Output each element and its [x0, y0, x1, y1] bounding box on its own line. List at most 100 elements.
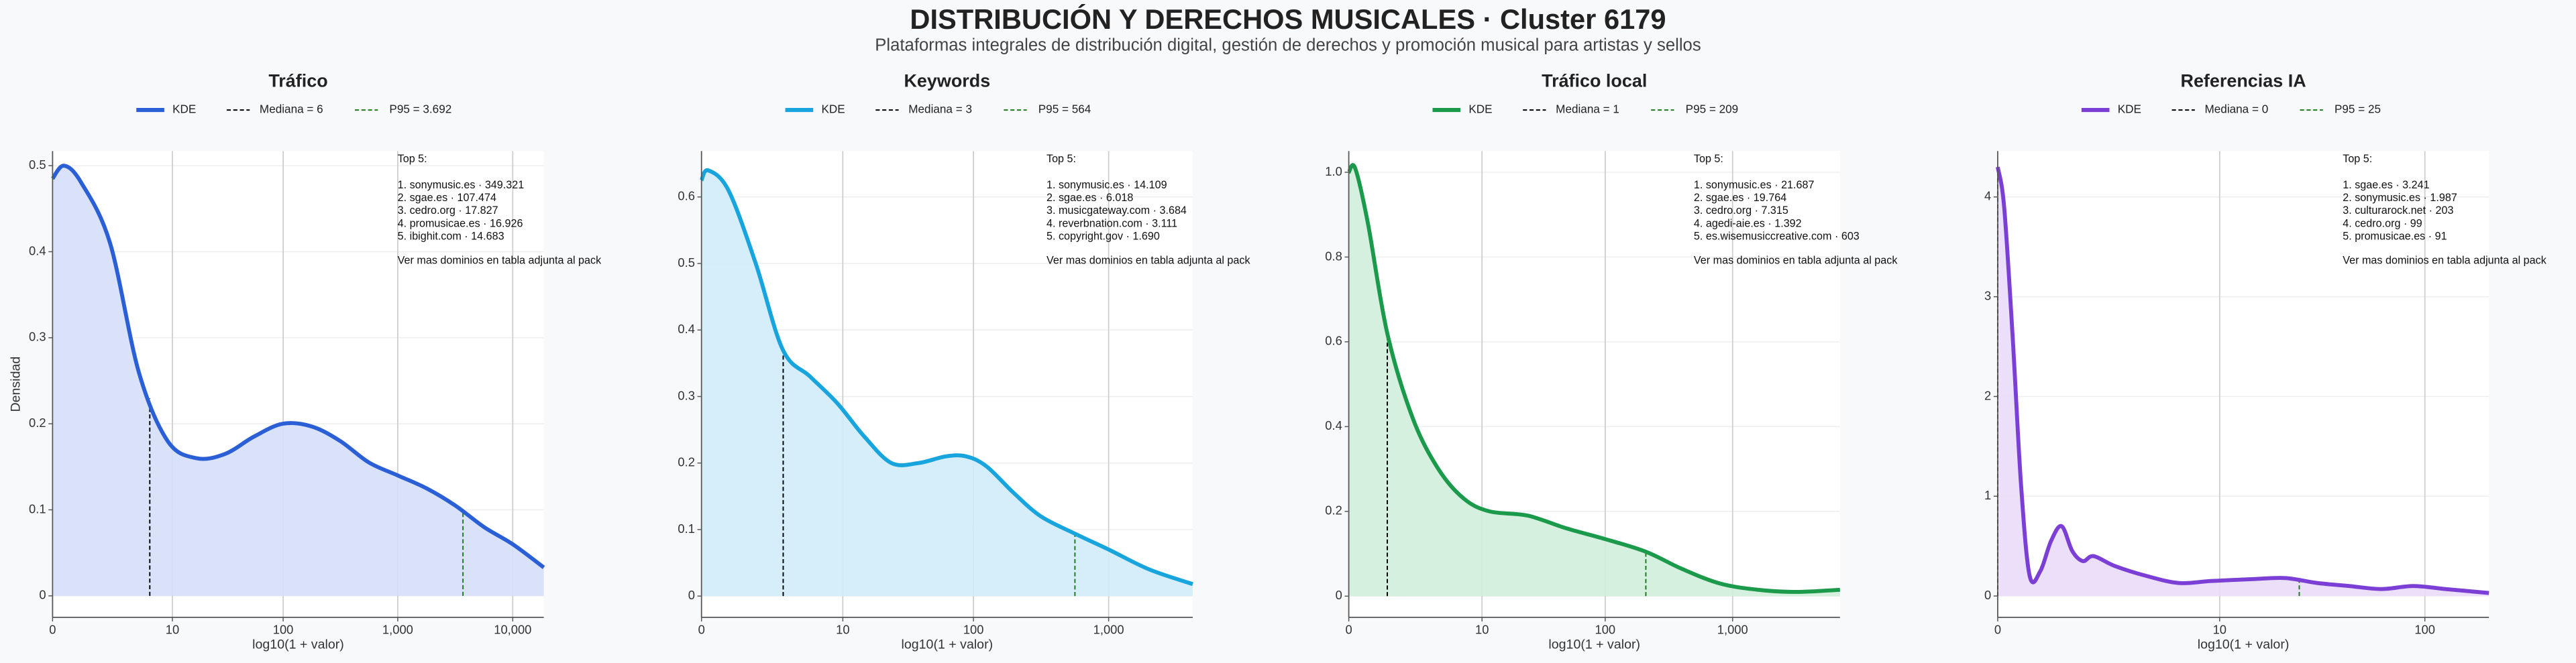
- panel-title: Referencias IA: [2181, 71, 2306, 91]
- y-tick-label: 3: [1984, 288, 1991, 302]
- x-tick-label: 100: [273, 622, 294, 636]
- panel-title: Tráfico local: [1542, 71, 1647, 91]
- x-axis-label: log10(1 + valor): [252, 638, 344, 652]
- x-tick-label: 10: [1475, 622, 1489, 636]
- x-tick-label: 0: [1346, 622, 1352, 636]
- annotation-item: 1. sonymusic.es · 349.321: [398, 179, 525, 191]
- x-tick-label: 0: [1994, 622, 2001, 636]
- x-tick-label: 10: [2213, 622, 2226, 636]
- y-tick-label: 0: [1336, 588, 1342, 602]
- annotation-item: 4. reverbnation.com · 3.111: [1046, 217, 1177, 229]
- legend-label: Mediana = 1: [1556, 103, 1619, 116]
- y-tick-label: 0.5: [678, 255, 695, 269]
- annotation-item: 3. cedro.org · 7.315: [1694, 204, 1788, 217]
- annotation-heading: Top 5:: [2343, 153, 2372, 165]
- x-axis-label: log10(1 + valor): [2198, 638, 2290, 652]
- annotation-item: 4. promusicae.es · 16.926: [398, 217, 523, 229]
- y-tick-label: 4: [1984, 189, 1991, 203]
- legend-label: Mediana = 6: [260, 103, 323, 116]
- annotation-heading: Top 5:: [1046, 153, 1076, 165]
- kde-area: [1348, 165, 1840, 597]
- y-tick-label: 0: [688, 588, 695, 602]
- y-tick-label: 0.1: [29, 501, 46, 516]
- x-tick-label: 0: [49, 622, 56, 636]
- y-tick-label: 0.2: [1325, 503, 1342, 518]
- annotation-footer: Ver mas dominios en tabla adjunta al pac…: [2343, 255, 2546, 267]
- kde-area: [52, 166, 544, 596]
- y-tick-label: 0.6: [1325, 334, 1342, 348]
- annotation-item: 2. sonymusic.es · 1.987: [2343, 192, 2457, 204]
- annotation-item: 3. cedro.org · 17.827: [398, 204, 498, 217]
- annotation-item: 5. ibighit.com · 14.683: [398, 230, 504, 242]
- y-tick-label: 1: [1984, 488, 1991, 502]
- legend-label: P95 = 25: [2334, 103, 2381, 116]
- x-tick-label: 1,000: [1093, 622, 1124, 636]
- annotation-item: 1. sonymusic.es · 21.687: [1694, 179, 1815, 191]
- annotation-item: 1. sonymusic.es · 14.109: [1046, 179, 1167, 191]
- y-tick-label: 1.0: [1325, 164, 1342, 178]
- y-tick-label: 0: [39, 588, 46, 602]
- x-tick-label: 10: [166, 622, 179, 636]
- annotation-item: 3. musicgateway.com · 3.684: [1046, 204, 1187, 217]
- y-tick-label: 2: [1984, 388, 1991, 402]
- legend-label: P95 = 3.692: [389, 103, 451, 116]
- annotation-item: 5. copyright.gov · 1.690: [1046, 230, 1160, 242]
- legend-label: Mediana = 3: [908, 103, 972, 116]
- kde-line: [1347, 163, 1841, 594]
- panel-title: Tráfico: [268, 71, 327, 91]
- legend-label: KDE: [821, 103, 845, 116]
- legend-label: P95 = 209: [1686, 103, 1739, 116]
- annotation-item: 4. agedi-aie.es · 1.392: [1694, 217, 1802, 229]
- y-tick-label: 0.1: [678, 522, 695, 536]
- legend-label: Mediana = 0: [2205, 103, 2269, 116]
- plot-area: [1997, 151, 2489, 617]
- y-axis-label: Densidad: [9, 357, 23, 412]
- annotation-item: 5. promusicae.es · 91: [2343, 230, 2447, 242]
- y-tick-label: 0.6: [678, 189, 695, 203]
- annotation-footer: Ver mas dominios en tabla adjunta al pac…: [1046, 255, 1250, 267]
- annotation-item: 5. es.wisemusiccreative.com · 603: [1694, 230, 1860, 242]
- x-axis-label: log10(1 + valor): [1548, 638, 1640, 652]
- y-tick-label: 0.2: [678, 455, 695, 469]
- legend-label: KDE: [1468, 103, 1492, 116]
- y-tick-label: 0.4: [29, 243, 46, 257]
- subtitle: Plataformas integrales de distribución d…: [875, 36, 1701, 54]
- x-tick-label: 100: [963, 622, 984, 636]
- x-tick-label: 100: [2414, 622, 2435, 636]
- legend-label: KDE: [172, 103, 196, 116]
- y-tick-label: 0.3: [29, 330, 46, 344]
- panel-title: Keywords: [904, 71, 990, 91]
- annotation-item: 3. culturarock.net · 203: [2343, 204, 2453, 217]
- annotation-item: 2. sgae.es · 19.764: [1694, 192, 1786, 204]
- y-tick-label: 0.4: [1325, 418, 1342, 432]
- main-title: DISTRIBUCIÓN Y DERECHOS MUSICALES · Clus…: [910, 3, 1666, 35]
- y-tick-label: 0.2: [29, 416, 46, 430]
- x-tick-label: 1,000: [382, 622, 413, 636]
- y-tick-label: 0.3: [678, 388, 695, 402]
- annotation-item: 2. sgae.es · 6.018: [1046, 192, 1133, 204]
- annotation-item: 4. cedro.org · 99: [2343, 217, 2422, 229]
- kde-line: [50, 164, 545, 569]
- x-tick-label: 0: [698, 622, 705, 636]
- legend-label: P95 = 564: [1038, 103, 1091, 116]
- annotation-footer: Ver mas dominios en tabla adjunta al pac…: [1694, 255, 1898, 267]
- legend-label: KDE: [2118, 103, 2141, 116]
- annotation-item: 1. sgae.es · 3.241: [2343, 179, 2429, 191]
- y-tick-label: 0.8: [1325, 249, 1342, 263]
- kde-line: [1996, 166, 2489, 595]
- x-tick-label: 10,000: [494, 622, 531, 636]
- y-tick-label: 0: [1984, 588, 1991, 602]
- y-tick-label: 0.5: [29, 158, 46, 172]
- x-tick-label: 1,000: [1717, 622, 1748, 636]
- annotation-item: 2. sgae.es · 107.474: [398, 192, 496, 204]
- x-axis-label: log10(1 + valor): [902, 638, 994, 652]
- y-tick-label: 0.4: [678, 322, 695, 336]
- x-tick-label: 100: [1595, 622, 1615, 636]
- kde-area: [701, 170, 1193, 597]
- annotation-footer: Ver mas dominios en tabla adjunta al pac…: [398, 255, 602, 267]
- kde-line: [700, 168, 1193, 587]
- x-tick-label: 10: [836, 622, 849, 636]
- annotation-heading: Top 5:: [1694, 153, 1723, 165]
- annotation-heading: Top 5:: [398, 153, 427, 165]
